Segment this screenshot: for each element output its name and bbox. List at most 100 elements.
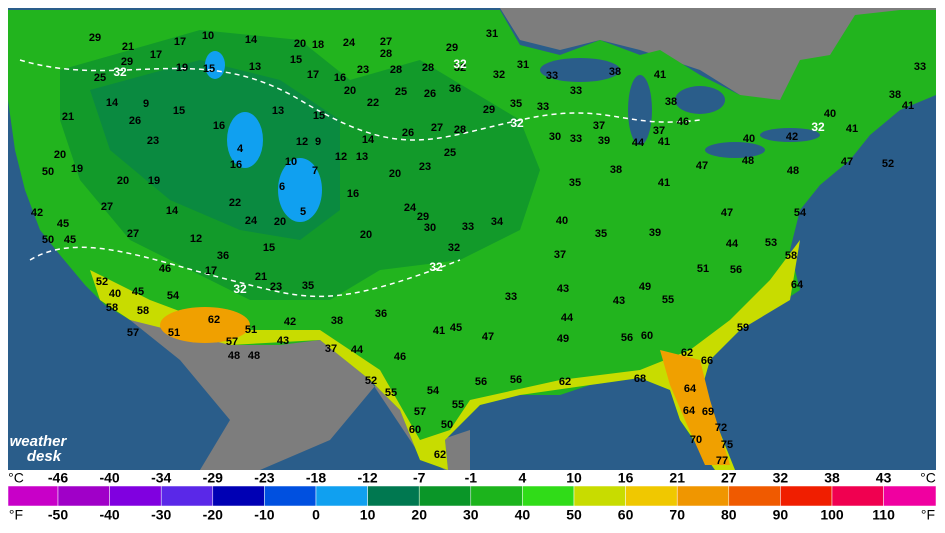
station-temp: 17 [174,36,186,48]
celsius-label: -7 [413,470,426,486]
station-temp: 57 [414,406,426,418]
station-temp: 31 [486,28,498,40]
station-temp: 32 [448,242,460,254]
fahrenheit-label: 70 [669,507,685,523]
station-temp: 13 [356,151,368,163]
station-temp: 35 [595,228,607,240]
station-temp: 46 [394,351,406,363]
station-temp: 58 [106,302,118,314]
station-temp: 10 [285,156,297,168]
station-temp: 35 [510,98,522,110]
station-temp: 44 [351,344,364,356]
station-temp: 38 [889,89,901,101]
station-temp: 38 [609,66,621,78]
station-temp: 50 [42,166,54,178]
station-temp: 9 [143,98,149,110]
freezing-label: 32 [113,65,127,79]
fahrenheit-label: -40 [99,507,119,523]
station-temp: 24 [404,202,417,214]
station-temp: 52 [882,158,894,170]
frigid-area [278,158,322,222]
celsius-label: -12 [357,470,377,486]
station-temp: 62 [681,347,693,359]
station-temp: 35 [302,280,314,292]
celsius-label: -18 [306,470,326,486]
station-temp: 20 [294,38,306,50]
station-temp: 39 [598,135,610,147]
fahrenheit-label: 0 [312,507,320,523]
station-temp: 58 [785,250,797,262]
station-temp: 72 [715,422,727,434]
station-temp: 48 [248,350,260,362]
station-temp: 29 [89,32,101,44]
freezing-line [19,59,701,298]
station-temp: 25 [395,86,407,98]
station-temp: 41 [658,136,670,148]
station-temp: 9 [315,136,321,148]
station-temp: 50 [441,419,453,431]
station-temp: 37 [554,249,566,261]
station-temp: 29 [417,211,429,223]
station-temp: 16 [334,72,346,84]
fahrenheit-label: 80 [721,507,737,523]
celsius-label: 21 [669,470,685,486]
mexico [130,320,470,470]
station-temp: 16 [213,120,225,132]
station-temp: 28 [422,62,434,74]
station-temp: 19 [148,175,160,187]
hot-area [160,307,250,343]
station-temp: 54 [794,207,807,219]
lake [540,58,620,82]
station-temp: 44 [632,137,645,149]
frigid-area [227,112,263,168]
station-temp: 45 [57,218,69,230]
lake [675,86,725,114]
legend-swatch [522,485,575,507]
fahrenheit-label: 50 [566,507,582,523]
unit-label: °F [921,507,935,523]
station-temp: 14 [245,34,258,46]
legend-swatch [57,485,110,507]
station-temp: 33 [570,85,582,97]
station-temp: 26 [424,88,436,100]
station-temp: 32 [493,69,505,81]
fahrenheit-label: 10 [360,507,376,523]
station-temp: 41 [658,177,670,189]
station-temp: 56 [510,374,522,386]
station-temp: 48 [228,350,240,362]
station-temp: 22 [367,97,379,109]
station-temp: 34 [491,216,504,228]
freezing-label: 32 [233,282,247,296]
station-temp: 20 [117,175,129,187]
station-temp: 23 [419,161,431,173]
station-temp: 33 [537,101,549,113]
station-temp: 48 [742,155,754,167]
station-temp: 25 [94,72,106,84]
station-temp: 6 [279,181,285,193]
station-temp: 47 [841,156,853,168]
station-temp: 38 [331,315,343,327]
station-temp: 53 [765,237,777,249]
station-temp: 26 [402,127,414,139]
station-temp: 38 [610,164,622,176]
station-temp: 10 [202,30,214,42]
celsius-label: -29 [203,470,223,486]
station-temp: 15 [203,63,215,75]
lake [760,128,820,142]
legend-swatch [573,485,626,507]
celsius-label: -46 [48,470,68,486]
station-temp: 39 [649,227,661,239]
station-temp: 47 [482,331,494,343]
unit-label: °C [920,470,936,486]
station-temp: 43 [557,283,569,295]
station-temp: 36 [449,83,461,95]
celsius-label: 10 [566,470,582,486]
station-temp: 33 [570,133,582,145]
station-temp: 45 [132,286,144,298]
lake [705,142,765,158]
fahrenheit-label: -20 [203,507,223,523]
station-temp: 54 [427,385,440,397]
colder-region [90,60,340,240]
